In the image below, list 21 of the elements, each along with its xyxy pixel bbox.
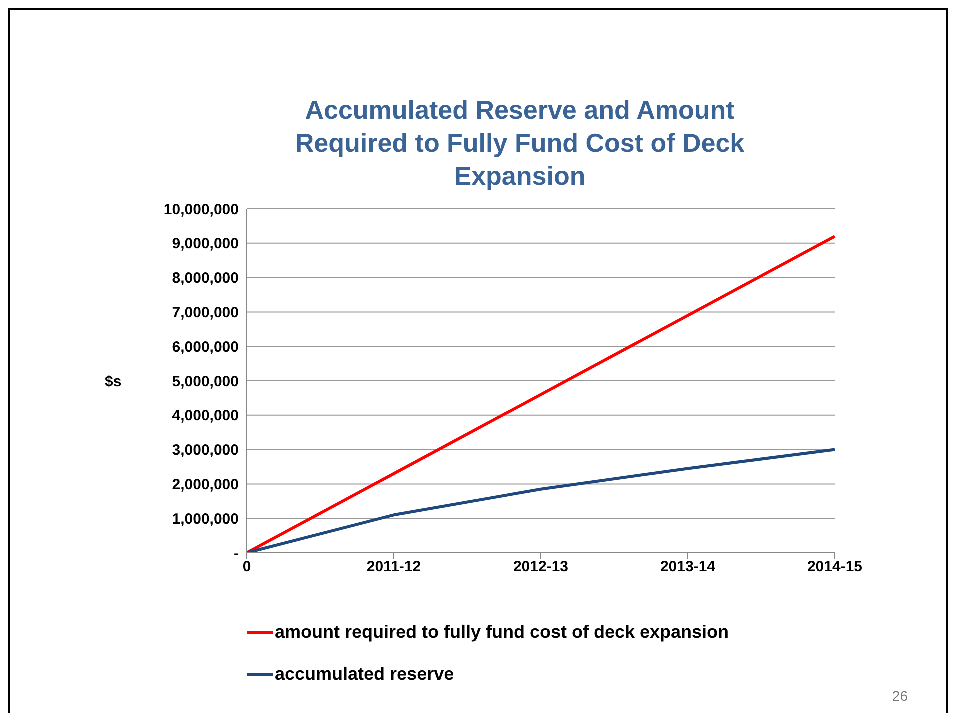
y-tick-label: 6,000,000 bbox=[172, 338, 239, 356]
legend-label: amount required to fully fund cost of deck expansion bbox=[275, 622, 730, 642]
y-tick-label: 2,000,000 bbox=[172, 476, 239, 494]
x-tick-label: 2014-15 bbox=[807, 558, 863, 576]
legend-label: accumulated reserve bbox=[275, 664, 454, 684]
x-tick-label: 2012-13 bbox=[513, 558, 569, 576]
y-tick-label: 4,000,000 bbox=[172, 408, 239, 425]
text: 26 bbox=[892, 688, 908, 704]
y-tick-label: 9,000,000 bbox=[172, 236, 239, 253]
chart-title: Accumulated Reserve and Amount Required to Fully Fund Cost of Deck Expansion bbox=[294, 94, 746, 193]
x-tick-label: 2013-14 bbox=[660, 558, 716, 576]
y-tick-label: 10,000,000 bbox=[164, 201, 239, 218]
x-tick-label: 2011-12 bbox=[366, 558, 422, 576]
y-tick-label: - bbox=[234, 545, 239, 562]
y-tick-label: 8,000,000 bbox=[172, 270, 239, 288]
y-tick-label: 3,000,000 bbox=[172, 442, 239, 460]
y-axis-title: $s bbox=[105, 373, 122, 390]
y-tick-label: 7,000,000 bbox=[172, 304, 239, 322]
y-tick-label: 5,000,000 bbox=[172, 373, 239, 390]
x-tick-label: 0 bbox=[242, 558, 252, 576]
y-tick-label: 1,000,000 bbox=[172, 510, 239, 528]
